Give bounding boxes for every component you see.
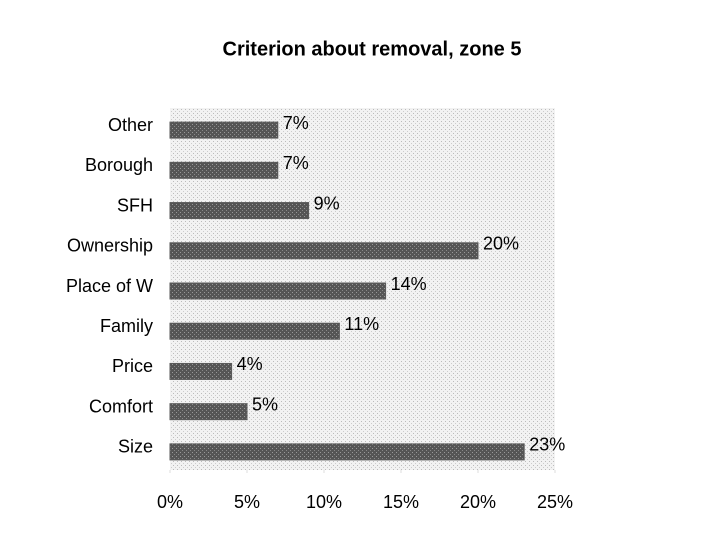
- y-tick-label: Size: [118, 437, 153, 457]
- data-label: 9%: [314, 193, 340, 213]
- y-tick-label: Family: [100, 316, 153, 336]
- x-tick-label: 25%: [537, 492, 573, 512]
- x-tick-label: 15%: [383, 492, 419, 512]
- bar: [169, 161, 279, 179]
- bar: [169, 282, 387, 300]
- data-label: 23%: [529, 435, 565, 455]
- data-label: 7%: [283, 153, 309, 173]
- bar: [169, 322, 340, 340]
- x-tick-label: 20%: [460, 492, 496, 512]
- data-label: 11%: [344, 314, 379, 334]
- data-label: 14%: [391, 274, 427, 294]
- bar: [169, 362, 233, 380]
- x-tick-label: 10%: [306, 492, 342, 512]
- bar: [169, 403, 248, 421]
- bar: [169, 202, 310, 220]
- y-tick-label: Place of W: [66, 276, 153, 296]
- y-tick-label: Ownership: [67, 236, 153, 256]
- data-label: 7%: [283, 113, 309, 133]
- data-label: 5%: [252, 394, 278, 414]
- bar: [169, 443, 525, 461]
- y-tick-label: Price: [112, 356, 153, 376]
- x-tick-label: 5%: [234, 492, 260, 512]
- data-label: 20%: [483, 234, 519, 254]
- y-tick-label: Other: [108, 115, 153, 135]
- x-tick-label: 0%: [157, 492, 183, 512]
- bar: [169, 242, 479, 260]
- y-tick-label: Comfort: [89, 396, 153, 416]
- data-label: 4%: [237, 354, 263, 374]
- y-tick-label: SFH: [117, 195, 153, 215]
- chart-title: Criterion about removal, zone 5: [223, 38, 522, 60]
- bar: [169, 121, 279, 139]
- y-tick-label: Borough: [85, 155, 153, 175]
